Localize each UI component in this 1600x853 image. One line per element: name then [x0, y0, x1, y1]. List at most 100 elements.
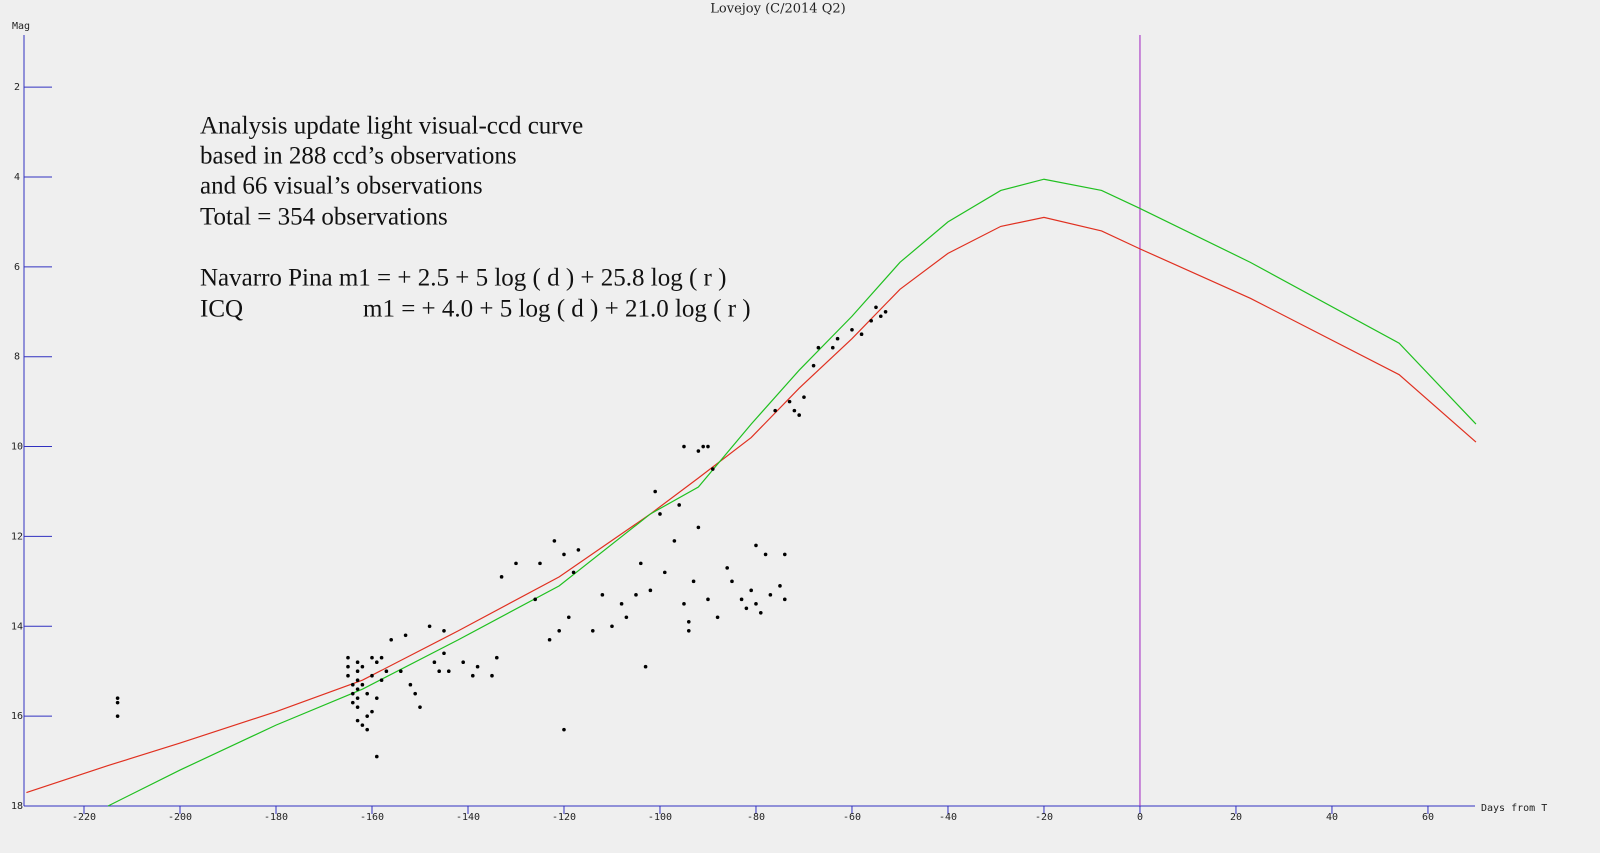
chart-title: Lovejoy (C/2014 Q2) — [710, 2, 845, 17]
observation — [816, 345, 821, 350]
y-tick-label: 8 — [14, 352, 20, 363]
observation — [365, 714, 369, 718]
observation — [691, 579, 696, 584]
observation — [384, 669, 389, 674]
x-tick-label: -160 — [360, 812, 384, 823]
observation — [562, 552, 566, 557]
observation — [350, 691, 355, 696]
observation — [787, 399, 792, 404]
annotation: Navarro Pina m1 = + 2.5 + 5 log ( d ) + … — [200, 265, 726, 292]
x-tick-label: 0 — [1137, 812, 1143, 823]
observation — [490, 673, 494, 678]
observation — [370, 673, 374, 678]
observation — [360, 682, 365, 687]
observation — [778, 584, 782, 588]
observation — [346, 655, 350, 660]
observation — [360, 664, 365, 669]
observation — [379, 655, 384, 660]
annotation: based in 288 ccd’s observations — [200, 143, 517, 170]
observation — [883, 309, 888, 314]
x-tick-label: -60 — [843, 812, 861, 823]
observation — [835, 336, 840, 341]
observation — [437, 669, 441, 674]
observation — [413, 691, 417, 696]
y-tick-label: 16 — [11, 711, 23, 722]
x-axis-label: Days from T — [1481, 803, 1547, 814]
observation — [600, 593, 605, 597]
observation — [576, 548, 581, 552]
observation — [773, 408, 777, 413]
observation — [658, 512, 662, 516]
observation — [710, 467, 715, 471]
observation — [610, 624, 614, 629]
observation — [725, 566, 729, 570]
observation — [782, 552, 787, 557]
observation — [446, 669, 451, 674]
observation — [370, 709, 374, 714]
observation — [346, 664, 350, 669]
observation — [389, 637, 393, 642]
observation — [653, 489, 657, 494]
observation — [442, 651, 446, 656]
observation — [499, 575, 504, 579]
observation — [850, 327, 854, 332]
y-tick-label: 18 — [11, 801, 23, 812]
observation — [494, 655, 499, 660]
x-tick-label: -80 — [747, 812, 765, 823]
observation — [427, 624, 432, 629]
observation — [792, 408, 797, 413]
observation — [355, 678, 360, 682]
observation — [739, 597, 744, 602]
observation — [374, 696, 379, 700]
observation — [115, 700, 120, 705]
observation — [514, 561, 518, 566]
annotation: Analysis update light visual-ccd curve — [200, 113, 583, 140]
observation — [749, 588, 753, 593]
observation — [859, 332, 864, 337]
observation — [115, 714, 120, 718]
model-curve — [26, 216, 1477, 794]
observation — [562, 727, 566, 732]
observation — [677, 503, 681, 507]
observation — [365, 691, 369, 696]
x-tick-label: -20 — [1035, 812, 1053, 823]
observation — [566, 615, 571, 620]
observation — [355, 660, 360, 665]
annotation: Total = 354 observations — [200, 204, 448, 231]
observation — [811, 363, 816, 368]
observation — [432, 660, 437, 665]
observation — [475, 664, 480, 669]
y-tick-label: 14 — [11, 621, 23, 632]
x-tick-label: -40 — [939, 812, 957, 823]
observation — [403, 633, 408, 638]
observation — [355, 718, 360, 723]
y-tick-label: 4 — [14, 172, 20, 183]
observation — [744, 606, 749, 611]
observation — [571, 570, 576, 575]
observation — [557, 628, 561, 633]
observation — [470, 673, 475, 678]
x-tick-label: -200 — [168, 812, 192, 823]
x-tick-label: -100 — [648, 812, 672, 823]
observation — [350, 682, 355, 687]
observation — [350, 700, 355, 705]
observation — [590, 628, 595, 633]
observation — [461, 660, 465, 665]
observation — [398, 669, 403, 674]
observation — [696, 449, 701, 453]
observation — [874, 305, 878, 310]
x-tick-label: 20 — [1230, 812, 1242, 823]
observation — [408, 682, 413, 687]
observation — [802, 395, 806, 399]
observation — [686, 628, 691, 633]
y-tick-label: 2 — [14, 82, 20, 93]
observation — [552, 539, 557, 543]
observation — [355, 696, 360, 700]
observation — [533, 597, 537, 602]
observation — [682, 602, 686, 606]
y-tick-label: 12 — [11, 531, 23, 542]
observation — [686, 619, 691, 624]
observation — [763, 552, 768, 557]
observation — [643, 664, 648, 669]
x-tick-label: -120 — [552, 812, 576, 823]
